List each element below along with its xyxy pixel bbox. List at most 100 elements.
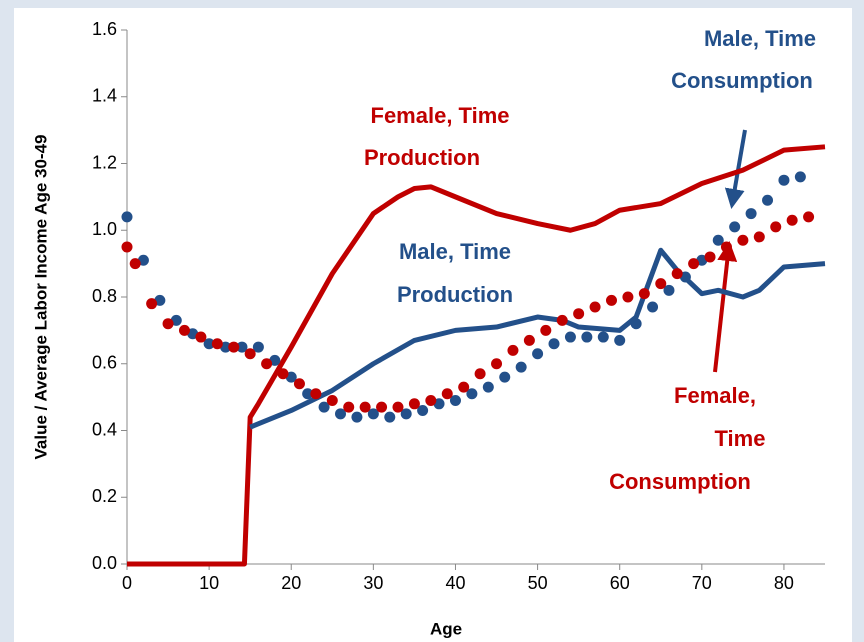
chart-background (14, 8, 852, 642)
series-dot (515, 361, 527, 373)
series-dot (252, 341, 264, 353)
series-dot (573, 308, 585, 320)
series-dot (261, 358, 273, 370)
series-dot (762, 194, 774, 206)
series-dot (638, 288, 650, 300)
series-dot (482, 381, 494, 393)
series-dot (162, 318, 174, 330)
series-dot (605, 294, 617, 306)
series-dot (146, 298, 158, 310)
series-dot (712, 234, 724, 246)
series-dot (121, 211, 133, 223)
annotation: Consumption (671, 68, 813, 93)
series-dot (540, 324, 552, 336)
series-dot (441, 388, 453, 400)
series-dot (548, 338, 560, 350)
series-dot (310, 388, 322, 400)
series-dot (770, 221, 782, 233)
y-tick-label: 1.4 (92, 86, 117, 106)
y-tick-label: 0.2 (92, 486, 117, 506)
series-dot (655, 278, 667, 290)
annotation: Male, Time (399, 239, 511, 264)
series-dot (376, 401, 388, 413)
series-dot (318, 401, 330, 413)
x-tick-label: 70 (692, 573, 712, 593)
x-tick-label: 0 (122, 573, 132, 593)
series-dot (236, 341, 248, 353)
annotation: Consumption (609, 469, 751, 494)
series-dot (507, 344, 519, 356)
series-dot (335, 408, 347, 420)
series-dot (622, 291, 634, 303)
annotation: Production (397, 282, 513, 307)
series-dot (745, 208, 757, 220)
y-tick-label: 1.0 (92, 219, 117, 239)
series-dot (778, 174, 790, 186)
series-dot (203, 338, 215, 350)
x-tick-label: 20 (281, 573, 301, 593)
series-dot (614, 334, 626, 346)
series-dot (474, 368, 486, 380)
series-dot (523, 334, 535, 346)
series-dot (392, 401, 404, 413)
series-dot (737, 234, 749, 246)
series-dot (753, 231, 765, 243)
y-axis-label: Value / Average Labor Income Age 30-49 (31, 134, 50, 459)
annotation: Female, Time (371, 103, 510, 128)
series-dot (671, 268, 683, 280)
series-dot (589, 301, 601, 313)
x-axis-label: Age (430, 619, 462, 638)
series-dot (326, 394, 338, 406)
x-tick-label: 40 (445, 573, 465, 593)
series-dot (581, 331, 593, 343)
series-dot (458, 381, 470, 393)
series-dot (343, 401, 355, 413)
series-dot (564, 331, 576, 343)
y-tick-label: 0.4 (92, 419, 117, 439)
y-tick-label: 1.6 (92, 19, 117, 39)
series-dot (121, 241, 133, 253)
series-line (249, 247, 826, 430)
y-tick-label: 1.2 (92, 152, 117, 172)
series-dot (425, 394, 437, 406)
series-dot (663, 284, 675, 296)
series-dot (466, 388, 478, 400)
series-dot (499, 371, 511, 383)
series-dot (532, 348, 544, 360)
arrow (724, 129, 747, 209)
annotation: Female, (674, 383, 756, 408)
annotation: Male, Time (704, 26, 816, 51)
series-dot (293, 378, 305, 390)
series-dot (630, 318, 642, 330)
series-dot (211, 338, 223, 350)
series-line (127, 144, 826, 567)
series-dot (729, 221, 741, 233)
series-dot (794, 171, 806, 183)
x-tick-label: 50 (528, 573, 548, 593)
series-dot (351, 411, 363, 423)
series-dot (720, 241, 732, 253)
x-tick-label: 10 (199, 573, 219, 593)
series-dot (228, 341, 240, 353)
y-tick-label: 0.6 (92, 353, 117, 373)
series-dot (556, 314, 568, 326)
series-dot (400, 408, 412, 420)
series-dot (302, 388, 314, 400)
series-dot (647, 301, 659, 313)
x-tick-label: 80 (774, 573, 794, 593)
series-dot (803, 211, 815, 223)
series-dot (408, 398, 420, 410)
annotation: Time (715, 426, 766, 451)
x-tick-label: 30 (363, 573, 383, 593)
series-dot (597, 331, 609, 343)
series-dot (384, 411, 396, 423)
series-dot (195, 331, 207, 343)
series-dot (417, 404, 429, 416)
series-dot (129, 258, 141, 270)
series-dot (359, 401, 371, 413)
series-dot (178, 324, 190, 336)
arrow (713, 241, 738, 373)
y-tick-label: 0.8 (92, 286, 117, 306)
